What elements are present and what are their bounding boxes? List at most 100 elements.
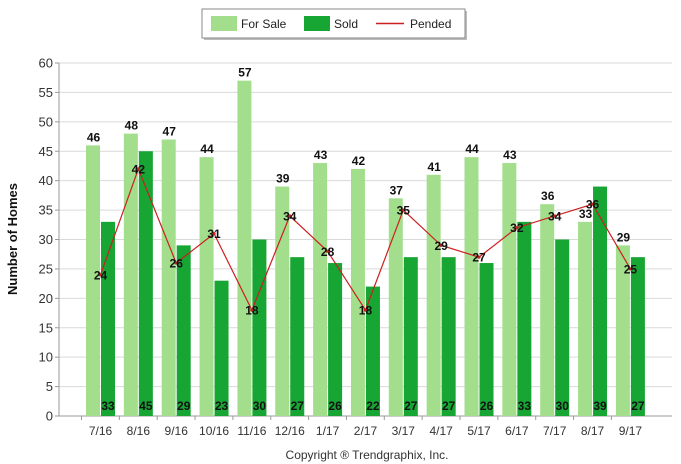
label-sold-3/17: 27 <box>404 399 418 413</box>
point-pended-11/16 <box>250 308 254 312</box>
label-pended-6/17: 32 <box>510 221 524 235</box>
label-sold-10/16: 23 <box>215 399 229 413</box>
legend: For Sale Sold Pended <box>201 8 467 40</box>
x-tick-label-5/17: 5/17 <box>467 424 491 438</box>
data-labels: 46 33 48 45 47 29 44 23 57 30 39 27 43 26 42 22 37 27 41 27… <box>87 66 645 413</box>
bar-sold-3/17 <box>403 257 418 416</box>
label-for-sale-4/17: 41 <box>427 160 441 174</box>
label-sold-8/16: 45 <box>139 399 153 413</box>
label-pended-10/16: 31 <box>207 227 221 241</box>
label-for-sale-10/16: 44 <box>200 142 214 156</box>
label-pended-5/17: 27 <box>472 251 486 265</box>
axes: 0 5 10 15 20 25 30 35 40 45 50 55 60 7/16 8/16 9/16 10/1… <box>39 56 643 439</box>
bar-for-sale-8/16 <box>123 133 138 416</box>
legend-label-sold: Sold <box>334 17 358 31</box>
point-pended-5/17 <box>477 255 481 259</box>
point-pended-1/17 <box>326 249 330 253</box>
gridlines <box>59 62 672 417</box>
bar-for-sale-2/17 <box>350 168 365 416</box>
legend-swatch-for-sale <box>211 16 237 31</box>
label-pended-12/16: 34 <box>283 209 297 223</box>
x-tick-label-7/16: 7/16 <box>89 424 113 438</box>
legend-swatch-sold <box>304 16 330 31</box>
label-for-sale-9/17: 29 <box>617 230 631 244</box>
label-sold-5/17: 26 <box>480 399 494 413</box>
point-pended-9/17 <box>628 267 633 271</box>
pended-line-layer <box>98 167 633 312</box>
label-for-sale-11/16: 57 <box>238 66 252 80</box>
y-tick-label-10: 10 <box>39 350 53 365</box>
x-tick-label-9/17: 9/17 <box>619 424 643 438</box>
label-pended-9/17: 25 <box>624 262 638 276</box>
bar-for-sale-8/17 <box>578 221 593 416</box>
bar-sold-8/16 <box>138 151 153 416</box>
label-pended-1/17: 28 <box>321 245 335 259</box>
label-for-sale-7/16: 46 <box>87 130 101 144</box>
x-tick-label-7/17: 7/17 <box>543 424 567 438</box>
y-tick-label-35: 35 <box>39 203 53 218</box>
y-tick-label-60: 60 <box>39 56 53 71</box>
label-sold-11/16: 30 <box>253 399 267 413</box>
label-pended-9/16: 26 <box>170 257 184 271</box>
label-for-sale-7/17: 36 <box>541 189 555 203</box>
y-tick-label-5: 5 <box>46 379 53 394</box>
label-pended-4/17: 29 <box>434 239 448 253</box>
bar-sold-7/17 <box>555 239 570 416</box>
bar-sold-6/17 <box>517 221 532 416</box>
x-tick-label-3/17: 3/17 <box>392 424 416 438</box>
bar-sold-1/17 <box>328 263 343 416</box>
label-pended-7/17: 34 <box>548 209 562 223</box>
label-sold-12/16: 27 <box>291 399 305 413</box>
label-sold-6/17: 33 <box>518 399 532 413</box>
y-tick-label-25: 25 <box>39 261 53 276</box>
label-sold-4/17: 27 <box>442 399 456 413</box>
point-pended-10/16 <box>212 232 216 236</box>
label-sold-7/16: 33 <box>101 399 115 413</box>
bar-for-sale-3/17 <box>388 198 403 416</box>
label-pended-3/17: 35 <box>397 204 411 218</box>
label-for-sale-8/16: 48 <box>125 119 139 133</box>
label-sold-9/17: 27 <box>631 399 645 413</box>
bar-sold-7/16 <box>101 221 115 416</box>
x-tick-label-4/17: 4/17 <box>429 424 453 438</box>
label-pended-11/16: 18 <box>245 304 259 318</box>
x-tick-label-2/17: 2/17 <box>354 424 378 438</box>
y-tick-label-45: 45 <box>39 144 53 159</box>
label-sold-2/17: 22 <box>366 399 380 413</box>
copyright-footer: Copyright ® Trendgraphix, Inc. <box>286 448 449 462</box>
label-for-sale-8/17: 33 <box>579 207 593 221</box>
bar-for-sale-7/17 <box>540 204 555 416</box>
bar-for-sale-7/16 <box>86 145 100 416</box>
point-pended-8/17 <box>590 202 595 206</box>
y-tick-label-40: 40 <box>39 173 53 188</box>
bar-for-sale-9/16 <box>161 139 176 416</box>
x-tick-label-11/16: 11/16 <box>237 424 266 438</box>
label-sold-8/17: 39 <box>593 399 607 413</box>
bar-for-sale-9/17 <box>615 245 630 416</box>
y-axis-title: Number of Homes <box>5 183 20 295</box>
bar-sold-5/17 <box>479 263 494 416</box>
bar-for-sale-4/17 <box>426 174 441 416</box>
y-tick-label-0: 0 <box>46 409 53 424</box>
x-tick-label-1/17: 1/17 <box>316 424 340 438</box>
bar-sold-9/16 <box>176 245 191 416</box>
point-pended-12/16 <box>288 214 292 218</box>
bar-for-sale-11/16 <box>237 80 252 417</box>
x-tick-label-8/17: 8/17 <box>581 424 605 438</box>
point-pended-2/17 <box>363 308 368 312</box>
bar-for-sale-1/17 <box>313 163 328 416</box>
point-pended-8/16 <box>136 167 140 171</box>
point-pended-9/16 <box>174 261 178 265</box>
label-pended-8/16: 42 <box>132 162 146 176</box>
label-pended-2/17: 18 <box>359 304 373 318</box>
label-pended-8/17: 36 <box>586 198 600 212</box>
label-sold-7/17: 30 <box>556 399 570 413</box>
label-pended-7/16: 24 <box>94 268 108 282</box>
y-tick-label-30: 30 <box>39 232 53 247</box>
x-tick-label-8/16: 8/16 <box>127 424 151 438</box>
legend-box <box>201 8 466 39</box>
label-for-sale-2/17: 42 <box>352 154 366 168</box>
point-pended-3/17 <box>401 208 405 212</box>
